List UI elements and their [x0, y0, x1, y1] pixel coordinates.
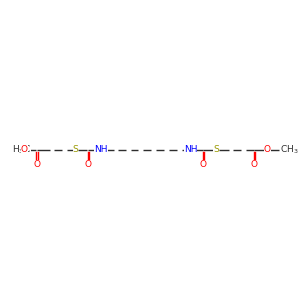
Text: O: O: [251, 160, 258, 169]
Text: O: O: [85, 160, 92, 169]
Text: $\mathregular{H_3C}$: $\mathregular{H_3C}$: [12, 144, 31, 156]
Text: S: S: [213, 146, 219, 154]
Text: NH: NH: [184, 146, 197, 154]
Text: O: O: [34, 160, 41, 169]
Text: S: S: [73, 146, 78, 154]
Text: O: O: [264, 146, 271, 154]
Text: O: O: [200, 160, 207, 169]
Text: O: O: [21, 146, 28, 154]
Text: $\mathregular{CH_3}$: $\mathregular{CH_3}$: [280, 144, 298, 156]
Text: NH: NH: [94, 146, 108, 154]
